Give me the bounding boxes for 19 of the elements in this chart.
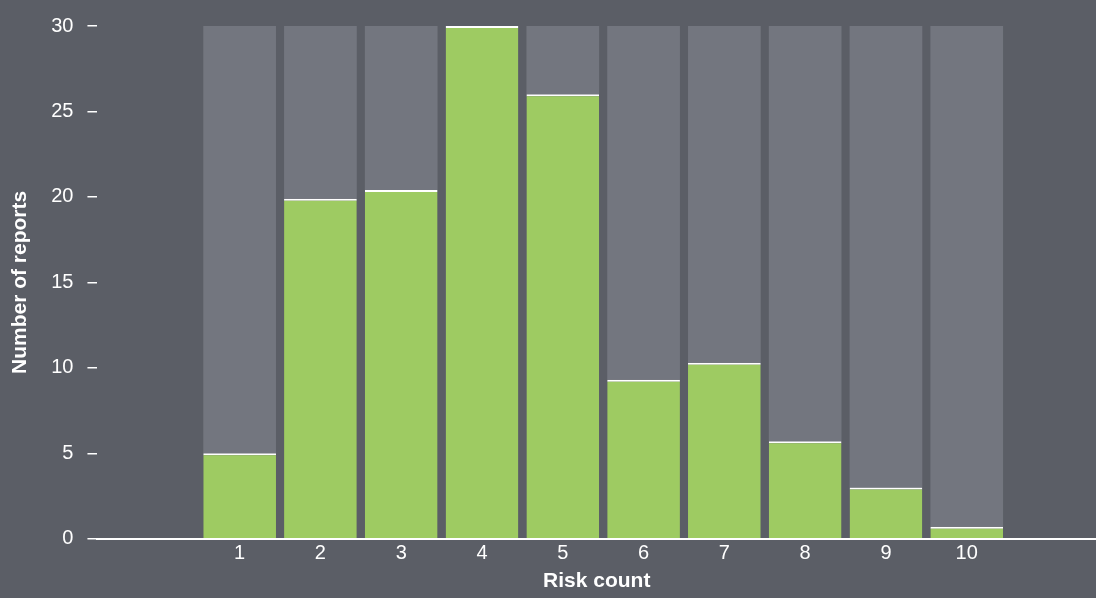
y-tick-label: 10 <box>51 355 74 378</box>
y-axis-title: Number of reports <box>7 190 31 374</box>
y-tick-label: 25 <box>51 98 74 121</box>
x-tick-label: 10 <box>955 541 978 564</box>
x-tick-label: 6 <box>638 541 650 564</box>
y-tick-label: 15 <box>51 269 74 292</box>
x-tick-label: 2 <box>314 541 326 564</box>
y-tick-label: 20 <box>51 184 74 207</box>
x-tick-label: 7 <box>718 541 730 564</box>
x-tick-label: 3 <box>395 541 407 564</box>
x-tick-label: 9 <box>880 541 892 564</box>
x-axis-title: Risk count <box>543 568 651 592</box>
y-tick-label: 5 <box>62 440 74 463</box>
x-tick-label: 5 <box>557 541 569 564</box>
x-tick-label: 1 <box>234 541 246 564</box>
y-tick-label: 30 <box>51 13 74 36</box>
x-tick-label: 4 <box>476 541 488 564</box>
x-tick-label: 8 <box>799 541 811 564</box>
y-tick-label: 0 <box>62 526 74 549</box>
